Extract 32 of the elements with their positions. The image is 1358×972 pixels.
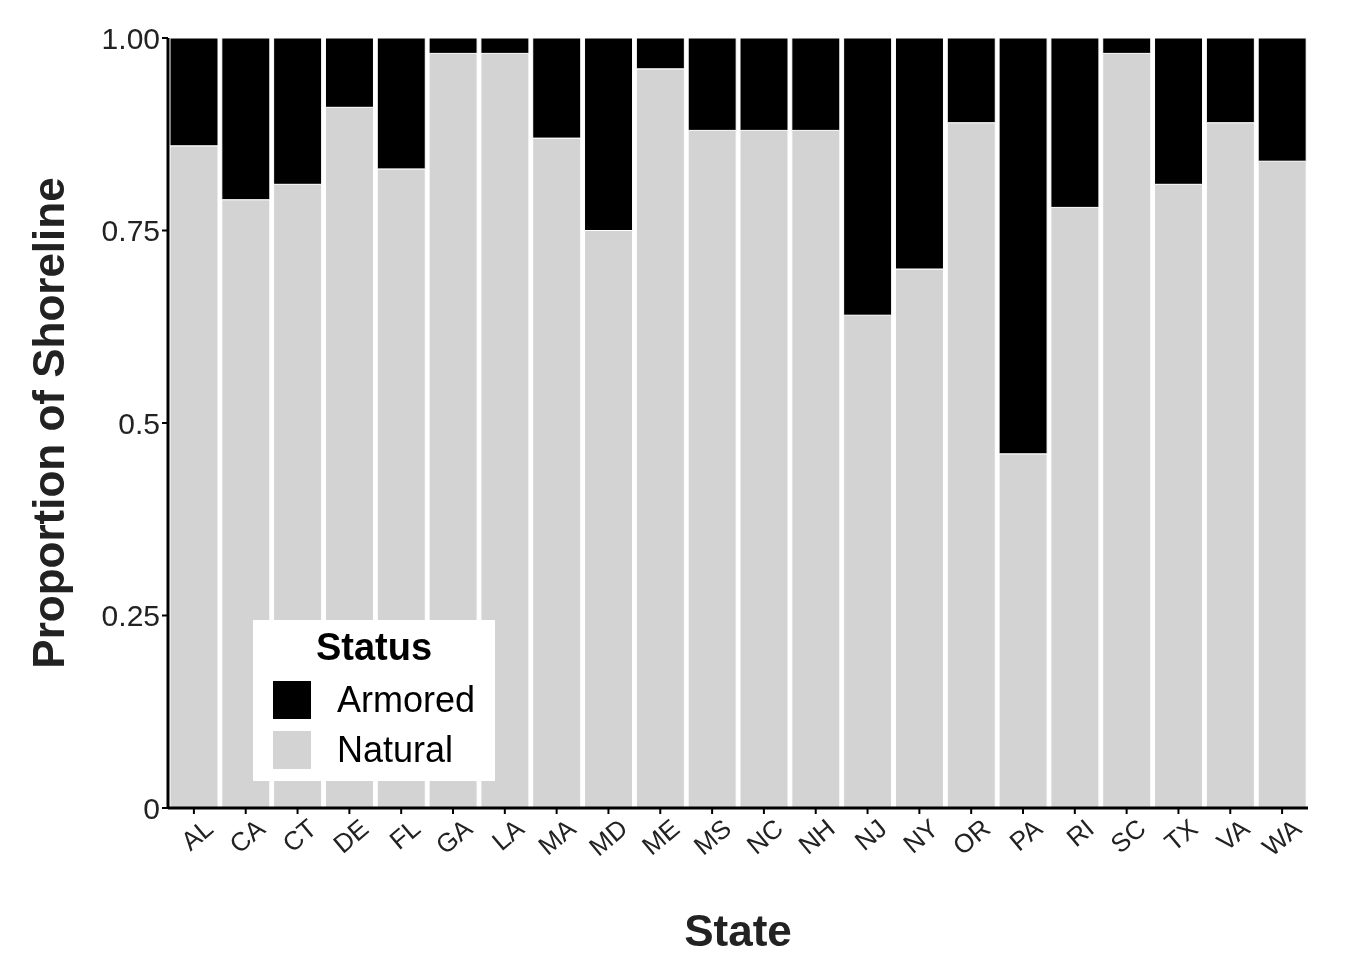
x-tick-label: NJ (848, 812, 893, 857)
x-tick-label: SC (1104, 812, 1152, 860)
x-tick-label: NC (740, 812, 789, 860)
y-tick-label: 0.5 (118, 406, 160, 440)
x-tick-label: GA (429, 812, 479, 861)
x-tick-label: FL (383, 812, 427, 856)
x-tick-label: MD (583, 812, 634, 862)
legend-label: Armored (337, 679, 476, 721)
x-tick-label: MA (532, 812, 583, 861)
x-tick-label: WA (1256, 812, 1308, 863)
x-tick-label: MS (687, 812, 737, 861)
x-tick-label: RI (1060, 812, 1100, 853)
x-tick-label: LA (486, 812, 531, 857)
x-tick-label: ME (635, 812, 686, 861)
y-axis-title: Proportion of Shoreline (23, 177, 73, 669)
x-tick-label: CT (276, 812, 323, 859)
series-label: Natural (337, 729, 454, 771)
y-tick-label: 1.00 (101, 21, 160, 55)
x-tick-label: NH (792, 812, 841, 860)
x-tick-label: NY (897, 812, 945, 860)
x-tick-label: OR (946, 812, 997, 861)
legend-title: Status (314, 626, 434, 669)
y-tick-label: 0.25 (101, 599, 160, 633)
x-axis-title: State (684, 906, 792, 955)
y-tick-label: 0.75 (101, 214, 160, 248)
x-tick-label: PA (1003, 812, 1049, 857)
x-tick-label: AL (175, 812, 219, 857)
x-tick-label: DE (327, 812, 375, 860)
x-tick-label: VA (1210, 812, 1256, 857)
x-tick-label: CA (223, 812, 272, 860)
x-tick-label: TX (1158, 812, 1204, 858)
y-tick-label: 0 (143, 791, 160, 825)
